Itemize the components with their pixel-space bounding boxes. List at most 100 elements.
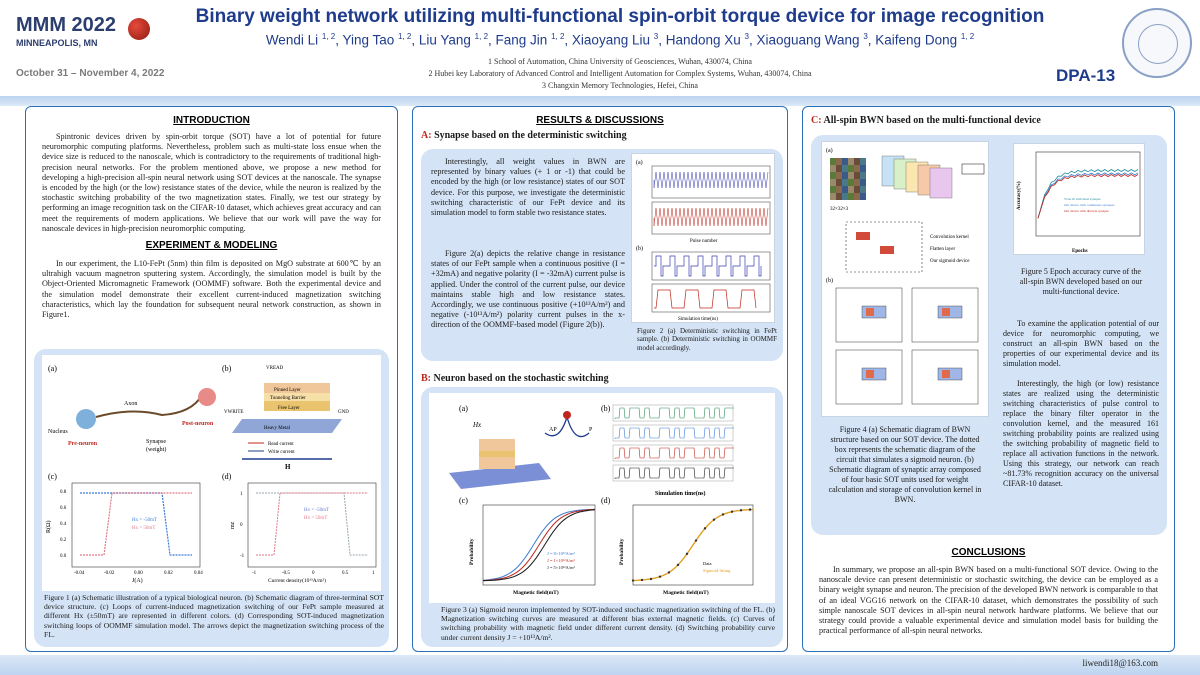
fig1-free-label: Free Layer xyxy=(278,406,300,411)
fig4-image-tile xyxy=(860,165,866,172)
fig4-input-label: 32×32×3 xyxy=(830,207,849,212)
column-results: RESULTS & DISCUSSIONS A: Synapse based o… xyxy=(412,106,788,652)
fig3b-frame xyxy=(612,444,734,462)
fig4-image-tile xyxy=(830,172,836,179)
section-a-text: Synapse based on the deterministic switc… xyxy=(434,130,627,141)
fig1-label-d: (d) xyxy=(222,472,232,481)
fig3d-legend-2: Sigmoid fitting xyxy=(703,568,731,573)
fig3c-legend: J = 5×10¹³A/m² xyxy=(547,565,576,570)
fig2-label-a: (a) xyxy=(636,159,643,166)
fig2b-top-frame xyxy=(651,251,771,281)
fig4-dotted-box xyxy=(845,221,923,273)
fig1-tunnel-label: Tunneling Barrier xyxy=(270,396,306,401)
intro-heading: INTRODUCTION xyxy=(173,115,250,126)
author-name: Fang Jin xyxy=(495,32,552,48)
section-c-panel: (a) 32×32×3 Convolution kernel Flatten l… xyxy=(811,135,1167,535)
fig4-label-a: (a) xyxy=(826,147,833,154)
logo-dates: October 31 – November 4, 2022 xyxy=(16,68,165,79)
fig2a-top-frame xyxy=(651,165,771,199)
fig4-image-tile xyxy=(848,158,854,165)
contact-email[interactable]: liwendi18@163.com xyxy=(1082,658,1158,668)
fig1d-ytick: -1 xyxy=(240,554,245,559)
figure-5-graphic: VGG16 with ideal synapse Our device with … xyxy=(1017,151,1141,254)
fig3d-data-point xyxy=(739,509,743,512)
section-c-text2: Interestingly, the high (or low) resista… xyxy=(1003,379,1159,488)
affiliations: 1 School of Automation, China University… xyxy=(180,56,1060,92)
fig4-image-tile xyxy=(854,186,860,193)
fig3c-curve xyxy=(482,509,596,582)
section-a-letter: A: xyxy=(421,130,432,141)
section-a-panel: Interestingly, all weight values in BWN … xyxy=(421,149,783,361)
fig4-sigmoid-device xyxy=(856,232,870,240)
author-name: Ying Tao xyxy=(342,32,398,48)
fig3d-data-point xyxy=(676,563,680,567)
fig1d-ylabel: mz xyxy=(230,521,236,529)
fig3d-data-point xyxy=(658,575,662,578)
fig5-curve xyxy=(1037,169,1139,219)
fig1c-ytick: 0.2 xyxy=(60,538,67,543)
fig3a-heavy-metal xyxy=(449,463,551,489)
fig4-synaptic-array xyxy=(835,287,979,405)
fig1d-xtick: -0.5 xyxy=(282,571,290,576)
author-affiliation-mark: 1, 2 xyxy=(551,32,565,41)
fig4-image-tile xyxy=(836,158,842,165)
fig3d-frame xyxy=(632,504,754,586)
fig3d-data-point xyxy=(667,571,671,574)
fig1-heavy-label: Heavy Metal xyxy=(264,426,291,431)
author-affiliation-mark: 1, 2 xyxy=(398,32,412,41)
fig2b-current-pulses xyxy=(654,255,762,277)
fig1-synapse-label: Synapse xyxy=(146,439,166,445)
fig4-image-tile xyxy=(848,172,854,179)
fig1d-ytick: 1 xyxy=(240,492,243,497)
conclusions-text: In summary, we propose an all-spin BWN b… xyxy=(819,565,1158,636)
fig3d-xlabel: Magnetic field(mT) xyxy=(663,589,709,596)
author-affiliation-mark: 1, 2 xyxy=(960,32,975,41)
fig4-image-tile xyxy=(854,165,860,172)
fig1-gnd-label: GND xyxy=(338,410,349,415)
fig2b-top-trace xyxy=(654,255,762,277)
fig1d-ytick: 0 xyxy=(240,523,243,528)
fig1c-ytick: 0.8 xyxy=(60,490,67,495)
fig4-feature-maps xyxy=(881,155,953,199)
figure-3-graphic: (a) Hx AP P (b) Simulation time(ns) (c) … xyxy=(449,404,754,596)
fig5-curve xyxy=(1037,174,1139,219)
fig4-image-tile xyxy=(848,165,854,172)
fig4-sot-mtj xyxy=(866,370,874,378)
fig4-image-tile xyxy=(854,179,860,186)
fig1-pinned-label: Pinned Layer xyxy=(274,388,301,393)
fig2b-mz-trace xyxy=(654,289,757,309)
poster-code: DPA-13 xyxy=(1056,66,1116,85)
fig4-image-tile xyxy=(860,186,866,193)
fig4-sot-unit xyxy=(835,349,903,405)
fig2-xlabel2: Simulation time(ns) xyxy=(678,317,718,322)
fig4-sigmoid-device-2 xyxy=(880,246,894,254)
fig3-b-xlabel: Simulation time(ns) xyxy=(655,490,706,497)
fig1-read-label: Read current xyxy=(268,442,294,447)
column-introduction: INTRODUCTION Spintronic devices driven b… xyxy=(25,106,398,652)
fig1c-ylabel: R(Ω) xyxy=(45,521,52,533)
fig3d-legend-1: Data xyxy=(703,561,712,566)
fig4-image-tile xyxy=(854,193,860,200)
fig4-image-tile xyxy=(830,158,836,165)
fig1c-legend-1: Hx = -50mT xyxy=(132,518,157,523)
author-name: Handong Xu xyxy=(665,32,745,48)
figure-3: (a) Hx AP P (b) Simulation time(ns) (c) … xyxy=(429,393,775,603)
figure-2: (a) Pulse number (b) Simulation time(ns) xyxy=(631,153,775,323)
section-a-text1: Interestingly, all weight values in BWN … xyxy=(431,157,625,218)
fig1c-ytick: 0.6 xyxy=(60,506,67,511)
fig3c-curve xyxy=(482,508,596,581)
pinned-layer xyxy=(264,383,330,393)
column-all-spin: C: All-spin BWN based on the multi-funct… xyxy=(802,106,1175,652)
pre-neuron-body xyxy=(76,409,96,429)
section-c-text: All-spin BWN based on the multi-function… xyxy=(823,115,1041,126)
fig1d-xtick: 1 xyxy=(372,571,375,576)
fig3d-plot: Magnetic field(mT) Probability Data Sigmoid… xyxy=(619,504,754,596)
author-affiliation-mark: 3 xyxy=(744,32,749,41)
fig4-image-tile xyxy=(860,158,866,165)
fig1c-xtick: 0.04 xyxy=(194,571,203,576)
fig4-image-tile xyxy=(830,165,836,172)
fig3b-frame xyxy=(612,464,734,482)
figure-1: (a) Nucleus Axon Pre-neuron Post-neuron … xyxy=(42,355,381,591)
fig3-p-label: P xyxy=(589,427,593,433)
fig1-label-b: (b) xyxy=(222,364,232,373)
